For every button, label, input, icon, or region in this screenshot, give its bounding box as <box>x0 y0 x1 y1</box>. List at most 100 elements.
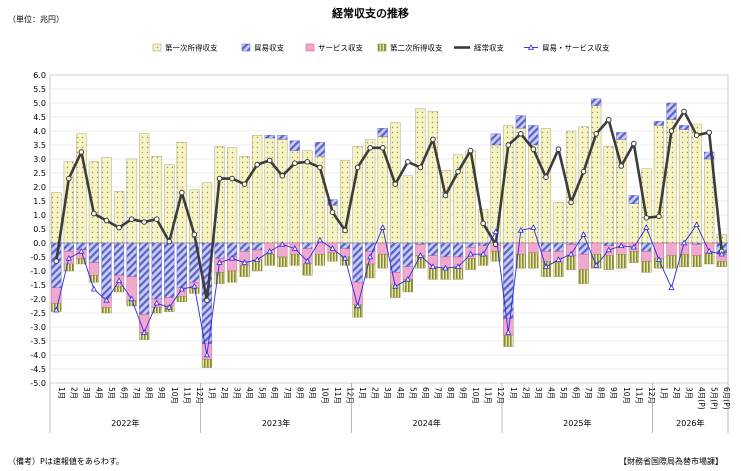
x-tick-label: 7月 <box>584 387 593 399</box>
y-tick-label: -4.0 <box>30 351 46 360</box>
point-goods-services <box>693 221 700 228</box>
bar-services-balance <box>528 242 539 254</box>
point-goods-services <box>254 256 261 263</box>
bar-secondary-income <box>528 252 539 269</box>
year-label: 2026年 <box>676 418 704 428</box>
bar-secondary-income <box>63 263 74 272</box>
point-goods-services <box>542 263 550 270</box>
point-current-account <box>229 175 235 182</box>
point-current-account <box>204 297 210 304</box>
bar-trade-balance <box>565 242 577 245</box>
point-goods-services <box>241 259 248 265</box>
x-tick-label: 1月 <box>509 387 518 399</box>
point-goods-services <box>417 252 424 258</box>
bar-primary-income <box>415 108 426 244</box>
legend-primary-income-swatch <box>152 43 162 52</box>
bar-trade-balance <box>704 151 715 160</box>
bar-secondary-income <box>666 255 677 269</box>
point-goods-services <box>291 245 298 251</box>
bar-secondary-income <box>616 253 627 269</box>
point-current-account <box>91 210 97 217</box>
point-current-account <box>656 213 662 220</box>
y-tick-label: -0.5 <box>30 253 46 262</box>
bar-trade-balance <box>653 120 665 126</box>
point-goods-services <box>266 247 273 254</box>
x-tick-label: 10月 <box>320 387 329 404</box>
x-tick-label: 9月 <box>308 387 317 399</box>
bar-secondary-income <box>327 252 338 262</box>
point-goods-services <box>392 282 399 289</box>
x-tick-label: 10月 <box>170 387 179 404</box>
point-current-account <box>292 160 298 166</box>
bar-services-balance <box>641 251 652 262</box>
y-tick-label: 3.5 <box>33 141 46 150</box>
bar-services-balance <box>666 242 677 256</box>
bar-trade-balance <box>427 242 439 256</box>
x-tick-label: 8月 <box>145 387 154 399</box>
x-tick-label: 3月 <box>534 387 543 399</box>
point-current-account <box>329 209 336 215</box>
bar-primary-income <box>101 157 112 244</box>
point-current-account <box>693 132 700 138</box>
point-current-account <box>116 224 122 231</box>
point-current-account <box>706 129 712 136</box>
bar-primary-income <box>201 182 213 244</box>
bar-primary-income <box>151 155 162 244</box>
x-tick-label: 1月 <box>358 387 367 399</box>
y-tick-label: 5.0 <box>33 99 46 108</box>
bar-trade-balance <box>51 242 62 288</box>
bar-secondary-income <box>314 253 326 266</box>
chart-bars <box>51 98 727 368</box>
point-current-account <box>417 164 424 171</box>
bar-secondary-income <box>553 262 564 277</box>
y-tick-label: 6.0 <box>33 71 46 80</box>
point-goods-services <box>530 224 537 230</box>
bar-secondary-income <box>289 253 300 266</box>
point-current-account <box>555 146 562 152</box>
bar-secondary-income <box>490 251 501 262</box>
line-current-account <box>55 110 723 302</box>
point-current-account <box>430 136 436 143</box>
bar-secondary-income <box>603 255 614 270</box>
y-tick-label: 1.0 <box>33 211 46 220</box>
bar-primary-income <box>490 144 501 244</box>
bar-primary-income <box>113 190 125 244</box>
x-tick-label: 9月 <box>609 387 618 399</box>
point-goods-services <box>341 254 349 261</box>
point-current-account <box>53 258 60 265</box>
point-goods-services <box>166 303 173 310</box>
bar-trade-balance <box>327 199 338 206</box>
x-tick-label: 3月 <box>82 387 91 399</box>
bar-services-balance <box>578 253 589 270</box>
point-goods-services <box>379 224 386 230</box>
y-tick-label: 0.0 <box>33 239 46 248</box>
bar-primary-income <box>226 147 238 244</box>
bar-services-balance <box>88 262 100 276</box>
y-tick-label: -5.0 <box>30 379 46 388</box>
legend-secondary-income-label: 第二次所得収支 <box>390 43 443 53</box>
x-tick-label: 1月 <box>57 387 66 399</box>
bar-trade-balance <box>289 140 300 151</box>
bar-trade-balance <box>126 242 137 277</box>
point-goods-services <box>480 250 487 257</box>
point-current-account <box>543 174 549 180</box>
x-tick-label: 7月 <box>132 387 141 399</box>
bar-secondary-income <box>452 268 464 280</box>
bar-secondary-income <box>226 270 238 283</box>
bar-trade-balance <box>603 242 614 246</box>
bar-primary-income <box>603 146 614 244</box>
bar-secondary-income <box>503 335 514 347</box>
bar-trade-balance <box>528 125 539 146</box>
point-current-account <box>153 216 160 222</box>
point-goods-services <box>228 254 236 261</box>
x-tick-label: 3月 <box>685 387 694 399</box>
point-goods-services <box>580 231 587 237</box>
bar-trade-balance <box>678 125 690 130</box>
bar-trade-balance <box>264 134 275 139</box>
bar-trade-balance <box>151 242 162 300</box>
x-tick-label: 1月 <box>659 387 668 399</box>
point-goods-services <box>454 263 462 270</box>
bar-trade-balance <box>314 141 326 157</box>
point-current-account <box>66 175 72 182</box>
